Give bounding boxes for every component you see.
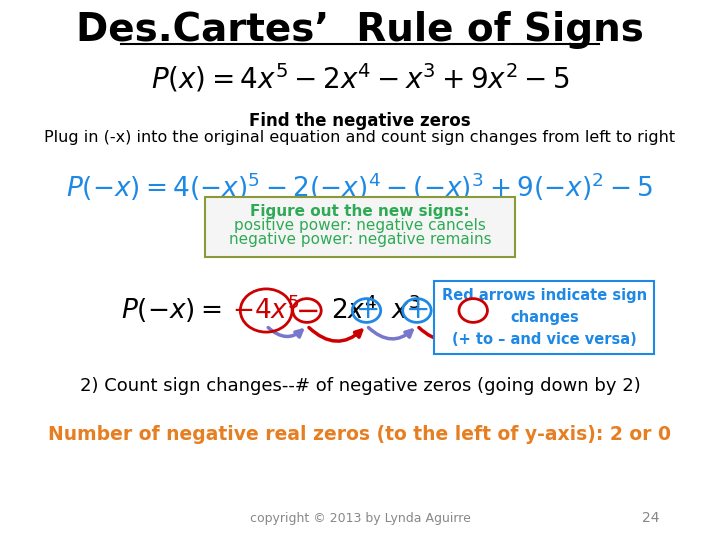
- Text: Plug in (-x) into the original equation and count sign changes from left to righ: Plug in (-x) into the original equation …: [45, 130, 675, 145]
- Text: positive power: negative cancels: positive power: negative cancels: [234, 218, 486, 233]
- Text: $+$: $+$: [405, 296, 428, 325]
- Text: Des.Cartes’  Rule of Signs: Des.Cartes’ Rule of Signs: [76, 11, 644, 49]
- Text: $2x^4$: $2x^4$: [331, 296, 377, 325]
- Text: negative power: negative remains: negative power: negative remains: [229, 232, 491, 247]
- Text: Red arrows indicate sign
changes
(+ to – and vice versa): Red arrows indicate sign changes (+ to –…: [442, 287, 647, 347]
- Text: $5$: $5$: [490, 298, 506, 323]
- Text: Figure out the new signs:: Figure out the new signs:: [250, 204, 470, 219]
- Text: Number of negative real zeros (to the left of y-axis): 2 or 0: Number of negative real zeros (to the le…: [48, 425, 672, 444]
- FancyBboxPatch shape: [204, 197, 516, 256]
- Text: copyright © 2013 by Lynda Aguirre: copyright © 2013 by Lynda Aguirre: [250, 512, 470, 525]
- Text: $P(-x) = 4(-x)^5-2(-x)^4-(-x)^3+9(-x)^2-5$: $P(-x) = 4(-x)^5-2(-x)^4-(-x)^3+9(-x)^2-…: [66, 170, 654, 202]
- Text: 2) Count sign changes--# of negative zeros (going down by 2): 2) Count sign changes--# of negative zer…: [80, 377, 640, 395]
- Text: $x^3$: $x^3$: [391, 296, 420, 325]
- Text: $+$: $+$: [355, 296, 378, 325]
- Text: $P(-x) = $: $P(-x) = $: [121, 296, 221, 325]
- Text: $-$: $-$: [462, 296, 485, 325]
- Text: $-$: $-$: [295, 296, 319, 325]
- Text: 24: 24: [642, 511, 660, 525]
- Text: Find the negative zeros: Find the negative zeros: [249, 112, 471, 131]
- Text: $P(x) = 4x^5 - 2x^4 - x^3 + 9x^2 - 5$: $P(x) = 4x^5 - 2x^4 - x^3 + 9x^2 - 5$: [150, 62, 570, 94]
- Text: $-4x^5$: $-4x^5$: [233, 296, 300, 325]
- Text: $9x^2$: $9x^2$: [439, 296, 485, 325]
- FancyBboxPatch shape: [434, 281, 654, 354]
